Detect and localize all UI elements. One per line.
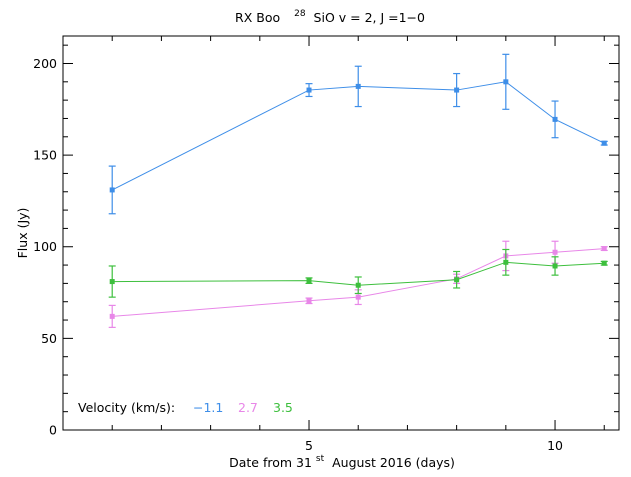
data-point [552, 263, 558, 269]
data-point [306, 278, 312, 284]
x-axis-label-superscript: st [316, 454, 325, 464]
data-point [601, 260, 607, 266]
legend: Velocity (km/s): −1.1 2.7 3.5 [78, 400, 293, 415]
series-layer [108, 53, 608, 328]
y-tick-label: 0 [49, 423, 57, 438]
data-point [454, 277, 460, 283]
data-point [355, 294, 361, 300]
y-axis-label: Flux (Jy) [15, 208, 30, 259]
y-axis: 0 50 100 150 200 [33, 44, 619, 438]
data-point [355, 282, 361, 288]
data-point [601, 246, 607, 252]
x-axis: 5 10 [111, 36, 605, 453]
plot-frame [62, 35, 620, 431]
data-point [503, 259, 509, 265]
series-3 [108, 248, 608, 298]
legend-item-series-3: 3.5 [273, 400, 293, 415]
series-1 [108, 53, 608, 215]
title-suffix: SiO v = 2, J =1−0 [314, 10, 425, 25]
x-axis-label-suffix: August 2016 (days) [332, 455, 455, 470]
data-point [503, 79, 509, 85]
data-point [454, 87, 460, 93]
chart-title: RX Boo 28 SiO v = 2, J =1−0 [235, 4, 425, 25]
legend-title: Velocity (km/s): [78, 400, 175, 415]
data-point [109, 279, 115, 285]
y-tick-label: 100 [33, 239, 57, 254]
x-axis-label-prefix: Date from 31 [229, 455, 312, 470]
data-point [109, 187, 115, 193]
data-point [601, 140, 607, 146]
data-point [306, 87, 312, 93]
plot-border [62, 35, 620, 431]
title-isotope-superscript: 28 [294, 9, 306, 19]
y-tick-label: 150 [33, 148, 57, 163]
legend-item-series-2: 2.7 [238, 400, 258, 415]
data-point [552, 116, 558, 122]
data-point [355, 83, 361, 89]
y-tick-label: 50 [41, 331, 57, 346]
data-point [109, 313, 115, 319]
data-point [552, 249, 558, 255]
x-tick-label: 10 [547, 438, 563, 453]
x-tick-label: 5 [305, 438, 313, 453]
x-axis-label: Date from 31 st August 2016 (days) [229, 449, 455, 470]
y-tick-label: 200 [33, 56, 57, 71]
legend-item-series-1: −1.1 [193, 400, 223, 415]
data-point [306, 298, 312, 304]
title-prefix: RX Boo [235, 10, 280, 25]
